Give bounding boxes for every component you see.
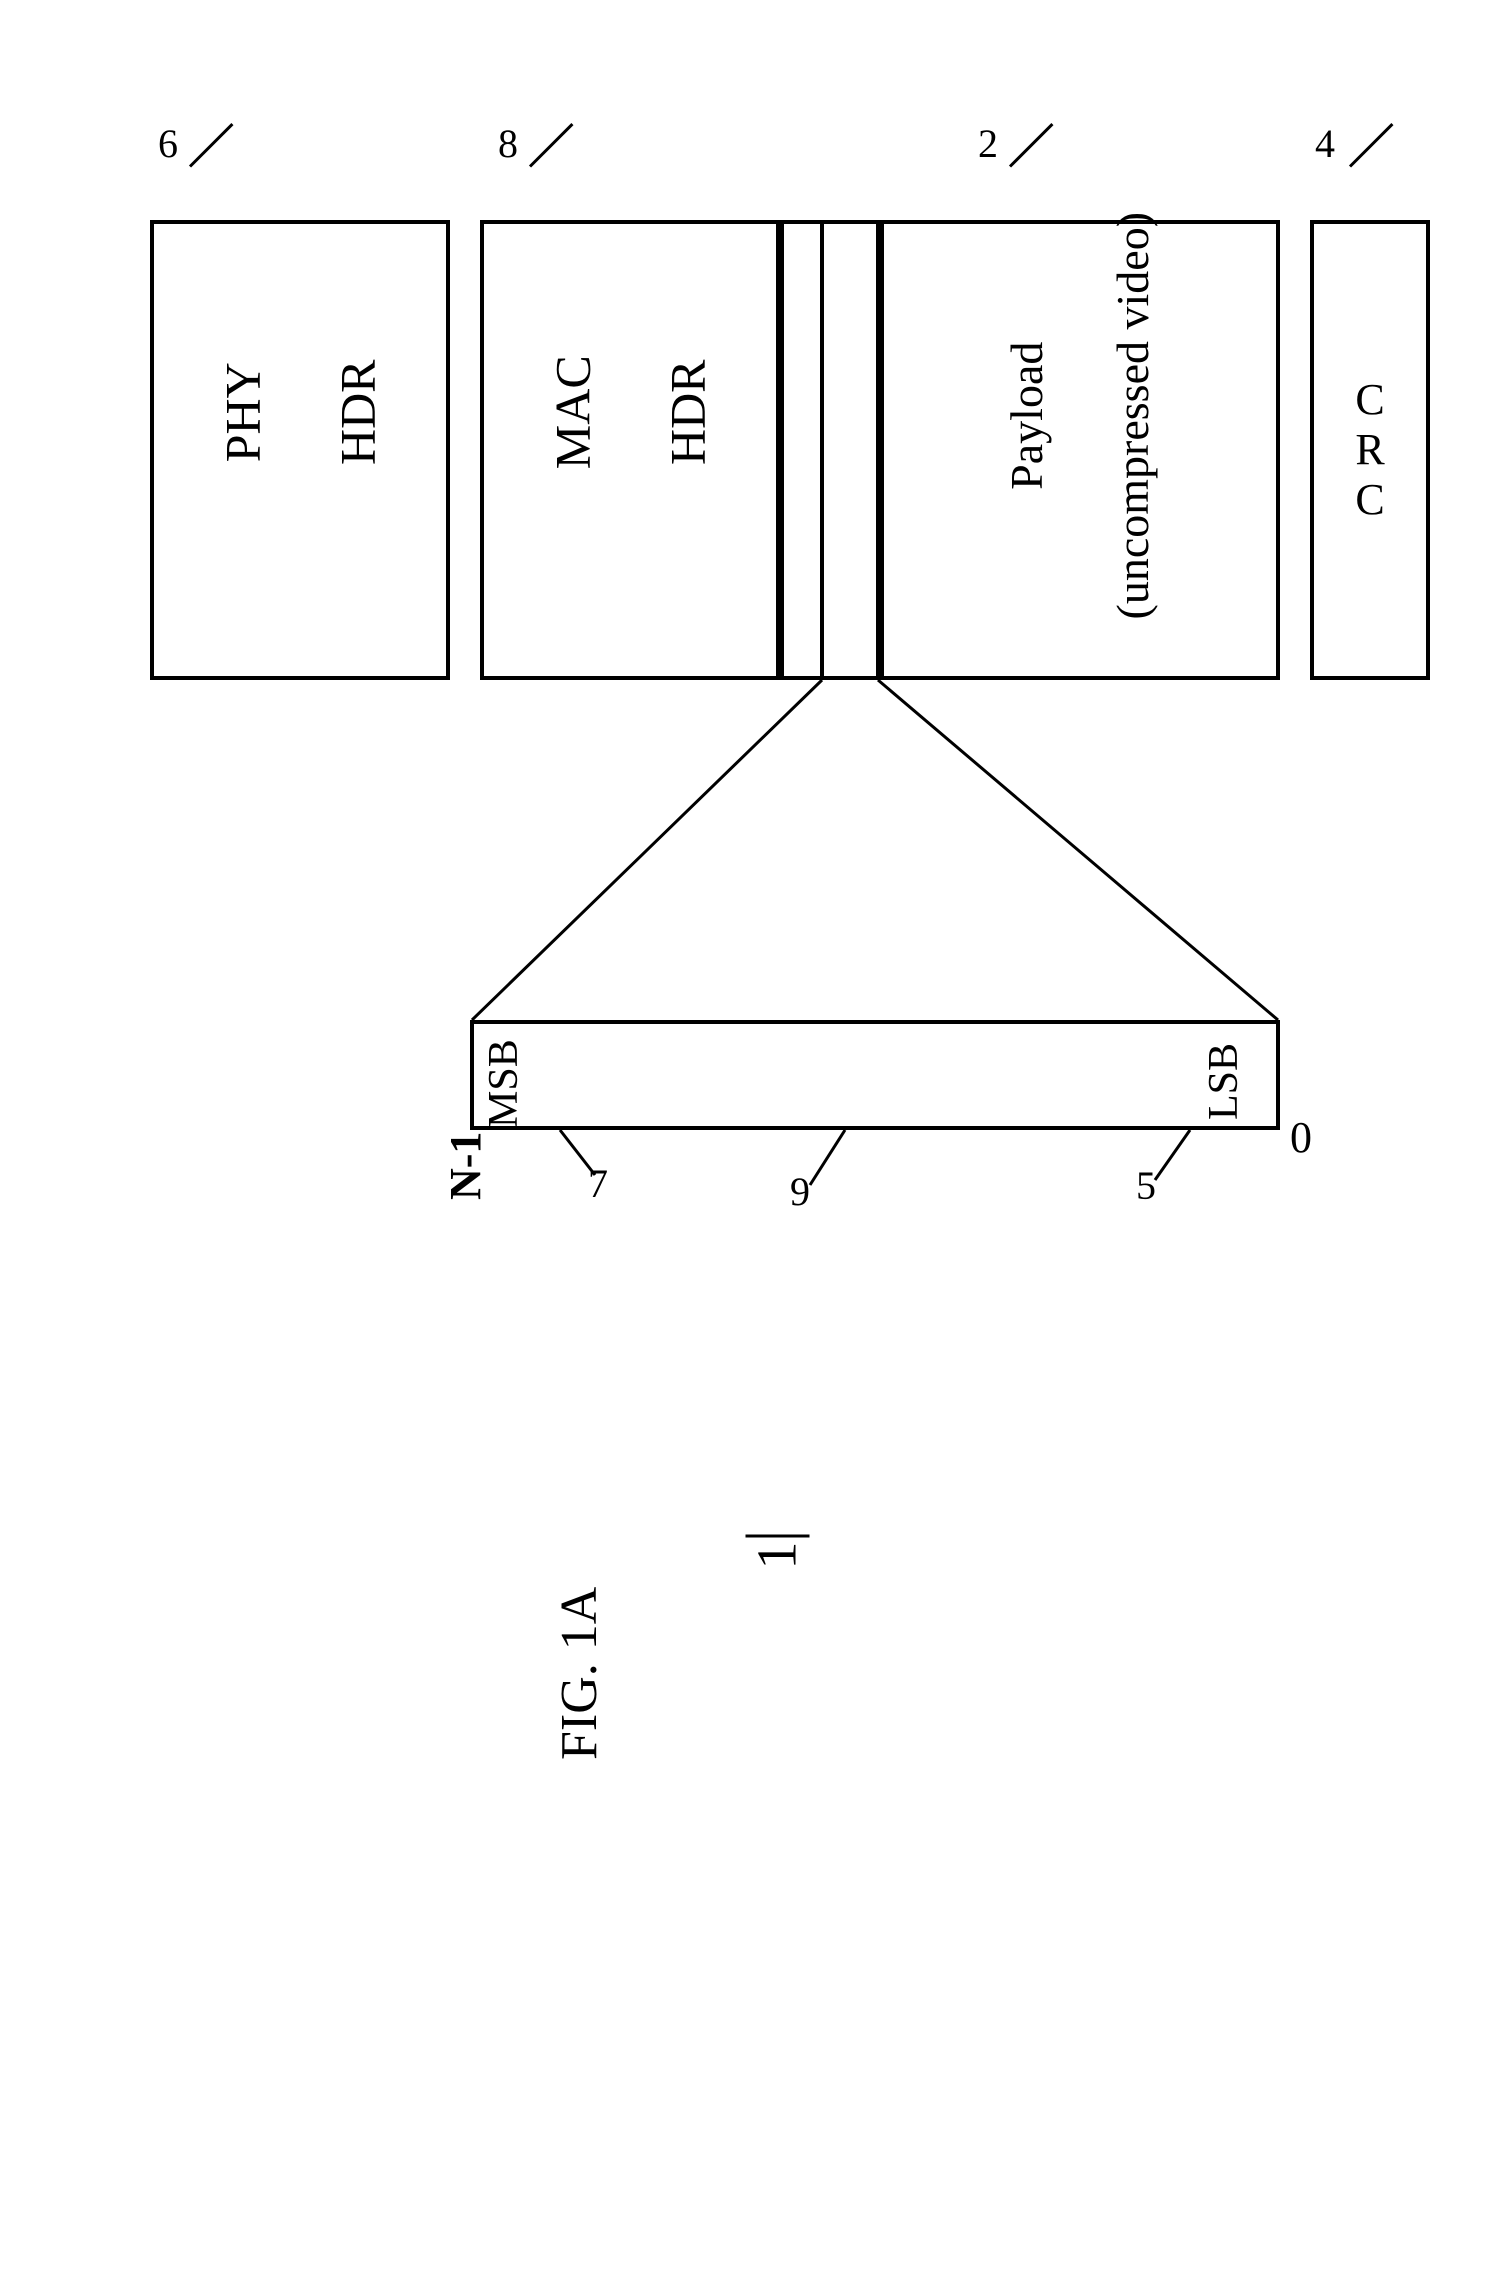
figure-id: 1 [746,1535,810,1570]
lsb-text: LSB [1200,1043,1248,1120]
phy-callout: 6 [158,120,178,167]
payload-line1: Payload [1001,341,1052,489]
crc-letter-0: C [1355,378,1384,422]
crc-block: C R C [1310,220,1430,680]
crc-leader [1349,123,1394,168]
pixel-left-index: N-1 [440,1132,491,1200]
pixel-callout: 9 [790,1168,810,1215]
figure-caption: FIG. 1A [550,1587,609,1760]
mac-callout: 8 [498,120,518,167]
payload-block: Payload (uncompressed video) [880,220,1280,680]
payload-leader [1009,123,1054,168]
pixel-right-index: 0 [1290,1112,1312,1163]
payload-callout: 2 [978,120,998,167]
phy-line1: PHY [214,362,270,462]
msb-callout: 7 [588,1160,608,1207]
crc-callout: 4 [1315,120,1335,167]
crc-letter-1: R [1355,428,1384,472]
crc-letter-2: C [1355,478,1384,522]
lsb-callout: 5 [1136,1162,1156,1209]
phy-line2: HDR [329,360,385,466]
msb-text: MSB [480,1039,528,1128]
pixel-bar [470,1020,1280,1130]
phy-leader [189,123,234,168]
mac-leader [529,123,574,168]
gap-block [780,220,820,680]
mac-line2: HDR [659,360,715,466]
figure-1a: PHY HDR 6 MAC HDR 8 Payload (uncompresse… [0,0,1510,2294]
phy-hdr-block: PHY HDR [150,220,450,680]
payload-line2: (uncompressed video) [1106,212,1157,620]
mac-line1: MAC [544,356,600,470]
mac-hdr-block: MAC HDR [480,220,780,680]
slice-block [820,220,880,680]
